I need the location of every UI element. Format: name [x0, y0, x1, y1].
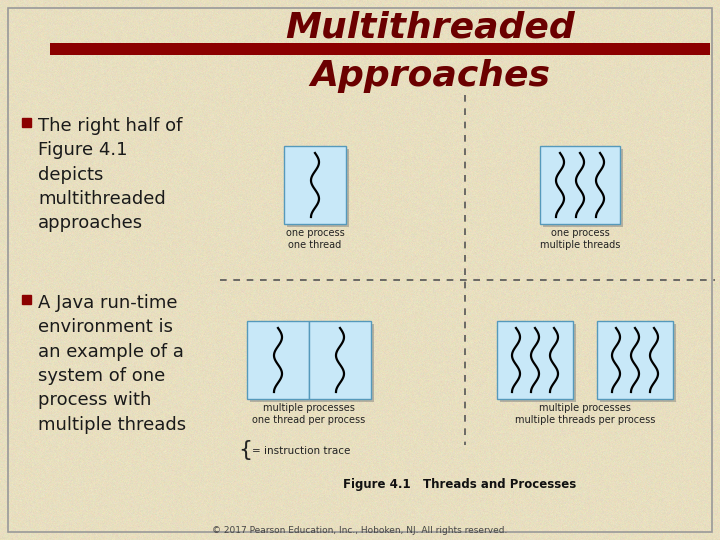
Text: The right half of
Figure 4.1
depicts
multithreaded
approaches: The right half of Figure 4.1 depicts mul…: [38, 117, 182, 232]
Text: = instruction trace: = instruction trace: [252, 446, 351, 456]
Bar: [284, 146, 346, 224]
Bar: [597, 321, 673, 399]
Bar: [543, 149, 623, 227]
Text: A Java run-time
environment is
an example of a
system of one
process with
multip: A Java run-time environment is an exampl…: [38, 294, 186, 434]
Text: Figure 4.1   Threads and Processes: Figure 4.1 Threads and Processes: [343, 478, 577, 491]
Text: multiple processes
one thread per process: multiple processes one thread per proces…: [253, 403, 366, 426]
Text: one process
multiple threads: one process multiple threads: [540, 228, 620, 251]
Text: Approaches: Approaches: [310, 59, 550, 93]
Bar: [250, 324, 312, 402]
Text: Multithreaded: Multithreaded: [285, 10, 575, 44]
Bar: [312, 324, 374, 402]
Text: multiple processes
multiple threads per process: multiple processes multiple threads per …: [515, 403, 655, 426]
Bar: [287, 149, 349, 227]
Text: one process
one thread: one process one thread: [286, 228, 344, 251]
Text: {: {: [238, 440, 252, 460]
Bar: [22, 295, 31, 304]
Bar: [50, 43, 710, 55]
Bar: [22, 118, 31, 127]
Bar: [540, 146, 620, 224]
Bar: [497, 321, 573, 399]
Bar: [247, 321, 309, 399]
Text: © 2017 Pearson Education, Inc., Hoboken, NJ. All rights reserved.: © 2017 Pearson Education, Inc., Hoboken,…: [212, 526, 508, 535]
Bar: [309, 321, 371, 399]
Bar: [600, 324, 676, 402]
Bar: [500, 324, 576, 402]
